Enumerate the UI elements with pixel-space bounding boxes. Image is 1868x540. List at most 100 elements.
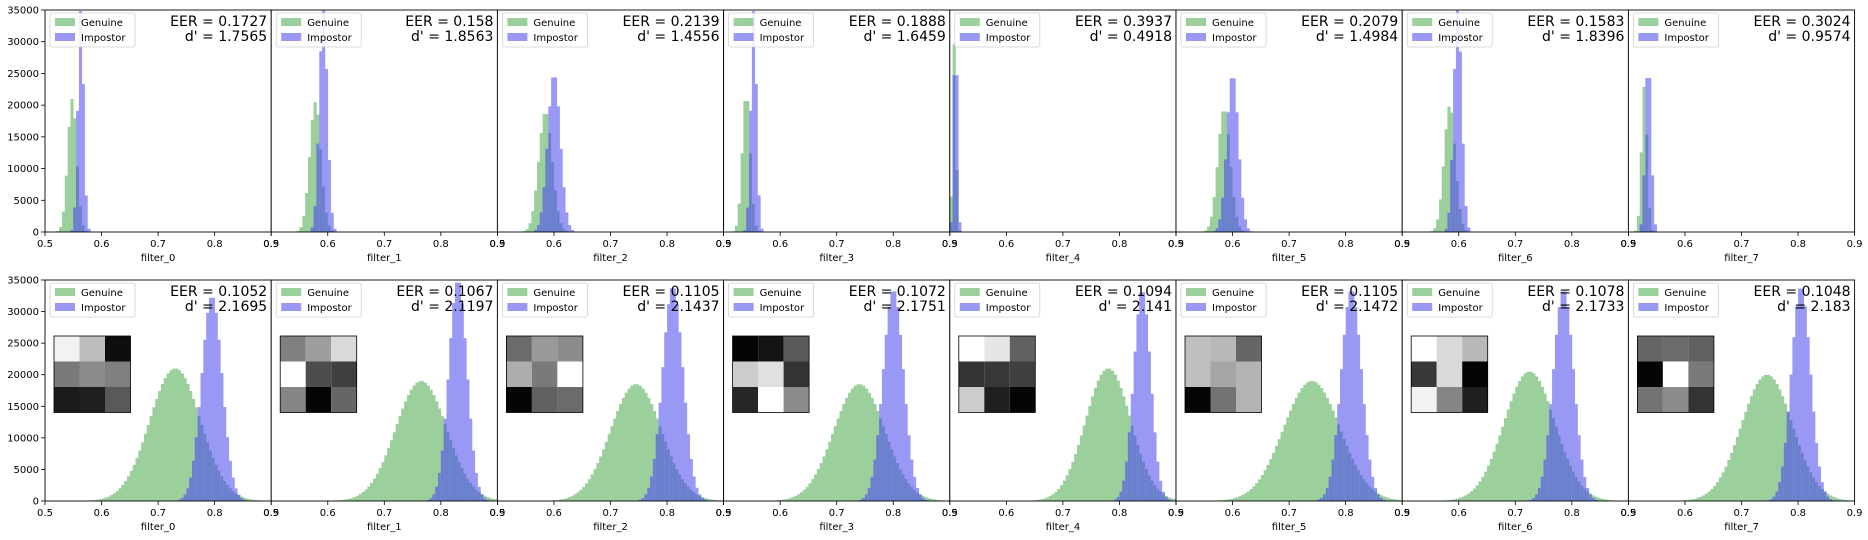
kernel-cell	[984, 361, 1010, 387]
legend: Genuine Impostor	[1633, 12, 1719, 48]
genuine-bar	[1438, 199, 1443, 232]
genuine-bar	[607, 434, 611, 501]
kernel-cell	[758, 336, 784, 362]
x-axis-label: filter_0	[141, 253, 176, 264]
x-tick-label: 0.8	[1338, 239, 1354, 250]
overlap-bar	[240, 498, 244, 501]
overlap-bar	[1529, 499, 1533, 501]
overlap-bar	[1800, 452, 1805, 501]
x-tick-label: 0.5	[1394, 508, 1410, 519]
dprime-annotation: d' = 1.4984	[1316, 29, 1398, 45]
genuine-bar	[1543, 393, 1547, 501]
x-tick-label: 0.9	[1620, 508, 1636, 519]
histogram-bars	[551, 288, 722, 501]
genuine-bar	[1037, 499, 1041, 501]
genuine-bar	[1458, 497, 1462, 501]
y-tick-label: 20000	[7, 370, 39, 381]
x-tick-label: 0.9	[1847, 508, 1863, 519]
overlap-bar	[1642, 175, 1646, 232]
genuine-bar	[864, 388, 869, 501]
genuine-bar	[1269, 459, 1273, 501]
overlap-bar	[1549, 409, 1553, 501]
genuine-bar	[1735, 437, 1739, 501]
genuine-bar	[1840, 499, 1844, 501]
genuine-bar	[302, 216, 306, 232]
overlap-bar	[1789, 420, 1793, 501]
overlap-bar	[1379, 497, 1383, 501]
genuine-bar	[1721, 472, 1725, 501]
genuine-bar	[1314, 382, 1318, 501]
overlap-bar	[1232, 197, 1236, 232]
genuine-bar	[1738, 428, 1742, 501]
kernel-cell	[280, 336, 306, 362]
impostor-bar	[898, 334, 903, 501]
x-tick-label: 0.5	[1620, 508, 1636, 519]
genuine-bar	[825, 449, 829, 501]
genuine-bar	[1781, 396, 1785, 501]
legend-swatch-genuine	[733, 288, 754, 296]
genuine-bar	[1605, 499, 1609, 501]
genuine-bar	[633, 384, 637, 501]
genuine-bar	[1450, 499, 1454, 501]
genuine-bar	[129, 470, 133, 501]
genuine-bar	[859, 384, 863, 501]
eer-annotation: EER = 0.3937	[1075, 14, 1172, 30]
impostor-bar	[1557, 307, 1561, 501]
legend-label-impostor: Impostor	[1664, 33, 1709, 44]
overlap-bar	[879, 418, 883, 501]
genuine-bar	[559, 499, 563, 501]
impostor-bar	[1464, 206, 1468, 232]
overlap-bar	[1139, 453, 1143, 501]
overlap-bar	[1560, 443, 1564, 501]
legend-label-genuine: Genuine	[1212, 18, 1254, 29]
overlap-bar	[1331, 459, 1335, 501]
overlap-bar	[650, 476, 654, 501]
overlap-bar	[1241, 230, 1245, 232]
genuine-bar	[1204, 230, 1208, 232]
genuine-bar	[421, 381, 425, 501]
impostor-bar	[1159, 480, 1163, 501]
genuine-bar	[1529, 371, 1533, 501]
kernel-cell	[305, 336, 332, 362]
eer-annotation: EER = 0.1067	[396, 284, 493, 300]
overlap-bar	[480, 494, 484, 501]
overlap-bar	[1147, 475, 1151, 501]
panel-0-2: 0.5 0.6 0.7 0.8 0.9 filter_2 Genuine Impostor EE…	[489, 9, 732, 264]
overlap-bar	[1127, 432, 1132, 501]
overlap-bar	[689, 489, 693, 501]
genuine-bar	[1119, 387, 1123, 501]
x-tick-label: 0.8	[1338, 508, 1354, 519]
genuine-bar	[296, 230, 300, 232]
genuine-bar	[1455, 498, 1460, 501]
genuine-bar	[839, 411, 843, 501]
genuine-bar	[582, 486, 586, 501]
genuine-bar	[299, 226, 303, 232]
impostor-bar	[1792, 337, 1796, 501]
dprime-annotation: d' = 1.6459	[863, 29, 945, 45]
kernel-cell	[783, 361, 810, 387]
kernel-cell	[105, 361, 131, 387]
impostor-bar	[1365, 435, 1369, 501]
x-tick-label: 0.8	[207, 239, 223, 250]
overlap-bar	[915, 492, 919, 501]
genuine-bar	[1065, 475, 1069, 501]
impostor-bar	[1560, 291, 1564, 501]
impostor-bar	[684, 402, 688, 501]
overlap-bar	[1342, 439, 1346, 501]
overlap-bar	[1334, 435, 1338, 501]
impostor-bar	[1817, 466, 1821, 501]
dprime-annotation: d' = 2.141	[1099, 299, 1172, 315]
histogram-bars	[296, 10, 337, 232]
genuine-bar	[1241, 495, 1245, 501]
legend-label-impostor: Impostor	[1212, 33, 1257, 44]
overlap-bar	[1125, 461, 1129, 501]
overlap-bar	[197, 416, 201, 501]
genuine-bar	[740, 153, 744, 232]
x-tick-label: 0.8	[1564, 508, 1580, 519]
genuine-bar	[949, 196, 953, 232]
genuine-bar	[158, 390, 162, 501]
genuine-bar	[1102, 370, 1106, 501]
genuine-bar	[1713, 485, 1717, 501]
overlap-bar	[1351, 459, 1355, 501]
legend: Genuine Impostor	[501, 12, 588, 48]
